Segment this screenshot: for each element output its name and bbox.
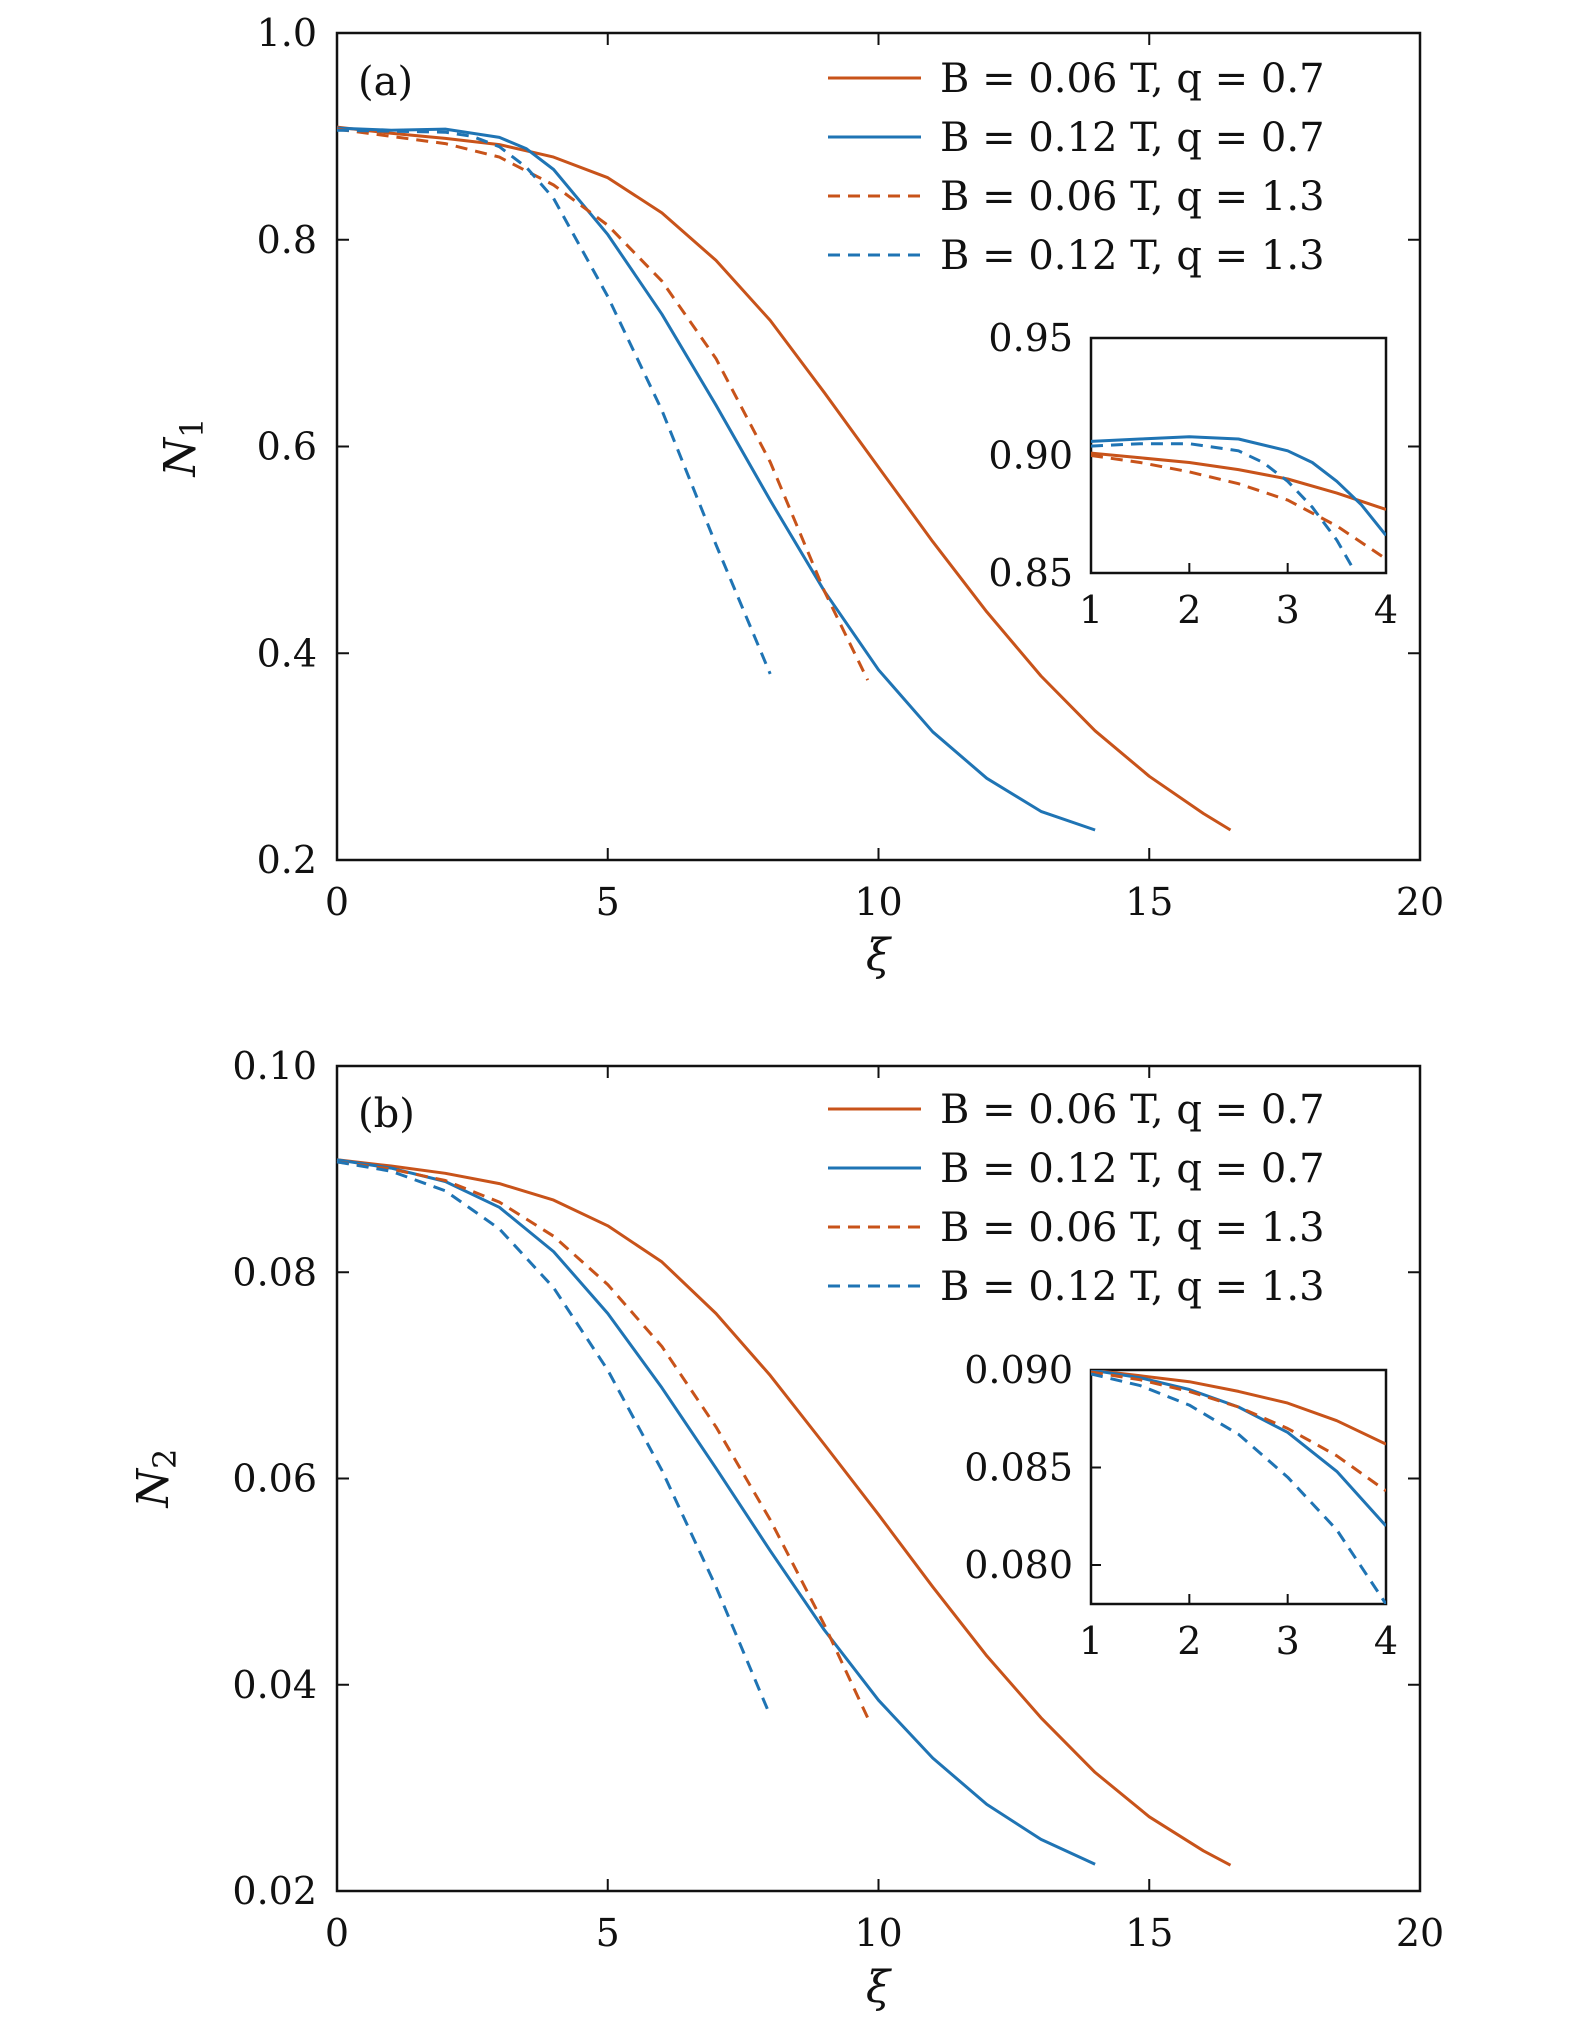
y-tick-label: 0.02	[232, 1869, 317, 1913]
inset-series-line-1	[1091, 451, 1386, 511]
x-axis-title: ξ	[866, 930, 893, 981]
series-line-3	[336, 127, 870, 681]
inset-frame	[1089, 1368, 1388, 1606]
inset-series-line-3	[1091, 1370, 1386, 1493]
inset-y-tick-label: 0.95	[988, 316, 1073, 360]
inset-series-line-3	[1091, 454, 1386, 561]
legend-label-2: B = 0.12 T, q = 0.7	[940, 115, 1325, 161]
legend-label-1: B = 0.06 T, q = 0.7	[940, 56, 1325, 102]
inset-series-line-2	[1091, 1370, 1386, 1528]
inset-frame	[1089, 336, 1388, 575]
panel-label: (a)	[358, 59, 413, 105]
series-line-3	[336, 1160, 870, 1719]
legend-label-1: B = 0.06 T, q = 0.7	[940, 1087, 1325, 1133]
x-tick-label: 10	[854, 1911, 902, 1955]
inset-y-tick-label: 0.85	[988, 551, 1073, 595]
inset-x-tick-label: 2	[1177, 1619, 1201, 1663]
inset: 1 2 3 4 0.85 0.90 0.95	[988, 316, 1398, 632]
y-axis-title: N2	[128, 1449, 184, 1509]
y-axis-title-subscript: 2	[146, 1449, 184, 1469]
inset-x-tick-label: 3	[1276, 1619, 1300, 1663]
x-tick-label: 20	[1396, 880, 1444, 924]
legend-label-2: B = 0.12 T, q = 0.7	[940, 1146, 1325, 1192]
series-group	[336, 125, 1232, 832]
x-tick-label: 15	[1125, 1911, 1173, 1955]
series-group	[336, 1158, 1232, 1867]
y-tick-label: 0.10	[232, 1044, 317, 1088]
x-tick-label: 0	[325, 880, 349, 924]
series-line-1	[336, 125, 1232, 832]
series-line-1	[336, 1158, 1232, 1867]
x-tick-label: 20	[1396, 1911, 1444, 1955]
x-tick-label: 10	[854, 880, 902, 924]
y-tick-label: 0.08	[232, 1250, 317, 1294]
y-axis-title-subscript: 1	[173, 418, 211, 438]
y-tick-label: 0.06	[232, 1457, 317, 1501]
legend-label-3: B = 0.06 T, q = 1.3	[940, 174, 1325, 220]
inset-y-tick-label: 0.090	[964, 1348, 1073, 1392]
inset-series-line-1	[1091, 1370, 1386, 1446]
inset: 1 2 3 4 0.080 0.085 0.090	[964, 1348, 1398, 1663]
inset-x-tick-label: 1	[1079, 1619, 1103, 1663]
inset-series-line-4	[1091, 442, 1353, 567]
legend: B = 0.06 T, q = 0.7 B = 0.12 T, q = 0.7 B …	[828, 56, 1325, 279]
series-line-2	[336, 1158, 1096, 1866]
y-axis-title-main: N	[128, 1467, 179, 1508]
y-tick-label: 0.04	[232, 1663, 317, 1707]
inset-x-tick-label: 4	[1374, 588, 1398, 632]
inset-series-line-4	[1091, 1372, 1386, 1604]
legend: B = 0.06 T, q = 0.7 B = 0.12 T, q = 0.7 B …	[828, 1087, 1325, 1310]
y-tick-label: 0.2	[257, 838, 317, 882]
y-tick-label: 0.6	[257, 425, 317, 469]
inset-x-tick-label: 3	[1276, 588, 1300, 632]
y-tick-label: 1.0	[257, 11, 317, 55]
y-axis-title-main: N	[155, 436, 206, 477]
inset-x-tick-label: 4	[1374, 1619, 1398, 1663]
legend-label-3: B = 0.06 T, q = 1.3	[940, 1205, 1325, 1251]
x-tick-label: 5	[596, 880, 620, 924]
legend-label-4: B = 0.12 T, q = 1.3	[940, 1264, 1325, 1310]
legend-label-4: B = 0.12 T, q = 1.3	[940, 233, 1325, 279]
x-tick-label: 15	[1125, 880, 1173, 924]
series-line-4	[336, 1160, 772, 1717]
series-line-4	[336, 128, 772, 675]
panel-label: (b)	[358, 1091, 415, 1137]
y-tick-label: 0.8	[257, 218, 317, 262]
inset-y-tick-label: 0.90	[988, 434, 1073, 478]
x-axis-title: ξ	[866, 1962, 893, 2013]
inset-series-line-2	[1091, 435, 1386, 537]
y-axis-title: N1	[155, 418, 211, 478]
inset-y-tick-label: 0.080	[964, 1543, 1073, 1587]
inset-series-group	[1091, 435, 1386, 567]
inset-x-tick-label: 2	[1177, 588, 1201, 632]
inset-x-tick-label: 1	[1079, 588, 1103, 632]
x-tick-label: 5	[596, 1911, 620, 1955]
x-tick-label: 0	[325, 1911, 349, 1955]
inset-series-group	[1091, 1370, 1386, 1604]
series-line-2	[336, 126, 1096, 832]
y-tick-label: 0.4	[257, 631, 317, 675]
inset-y-tick-label: 0.085	[964, 1446, 1073, 1490]
